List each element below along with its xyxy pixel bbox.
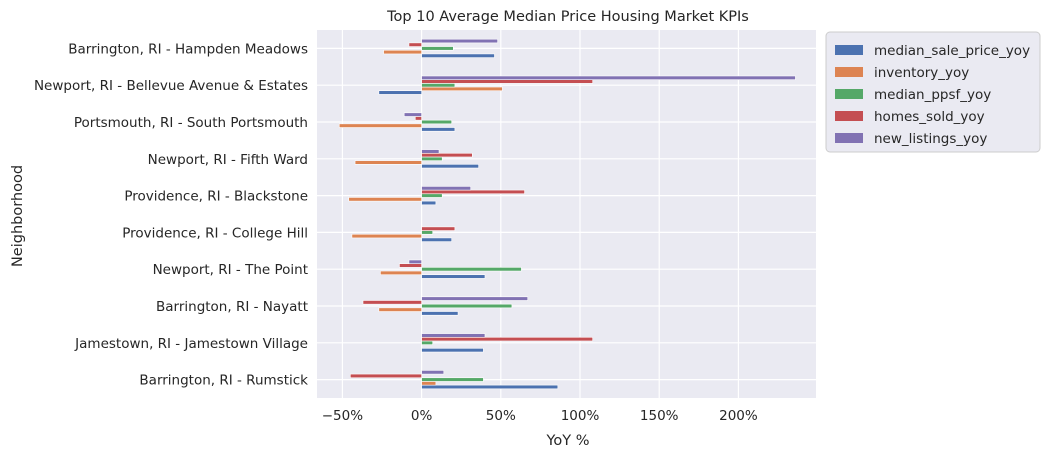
bar-median_ppsf_yoy <box>421 156 443 161</box>
bar-new_listings_yoy <box>421 333 486 338</box>
bar-homes_sold_yoy <box>350 373 422 379</box>
bar-median_ppsf_yoy <box>421 377 484 382</box>
bar-median_sale_price_yoy <box>421 164 479 169</box>
x-tick-label: 100% <box>561 408 600 424</box>
bar-homes_sold_yoy <box>421 336 593 342</box>
x-tick-label: −50% <box>322 408 363 424</box>
bar-homes_sold_yoy <box>399 263 422 268</box>
legend: median_sale_price_yoy inventory_yoymedian… <box>825 31 1041 153</box>
x-tick-label: 200% <box>719 408 758 424</box>
bar-homes_sold_yoy <box>362 300 422 305</box>
bar-median_sale_price_yoy <box>421 311 459 316</box>
bar-median_sale_price_yoy <box>421 200 437 206</box>
bar-new_listings_yoy <box>421 186 472 191</box>
bar-new_listings_yoy <box>421 370 445 375</box>
bars <box>338 38 796 390</box>
chart-title: Top 10 Average Median Price Housing Mark… <box>386 9 749 25</box>
bar-homes_sold_yoy <box>421 152 473 158</box>
bar-homes_sold_yoy <box>414 116 422 121</box>
legend-swatch <box>835 89 863 99</box>
bar-inventory_yoy <box>378 307 422 312</box>
bar-new_listings_yoy <box>408 259 422 264</box>
x-axis-label: YoY % <box>545 433 589 449</box>
legend-swatch <box>835 45 863 55</box>
bar-inventory_yoy <box>354 160 422 165</box>
bar-median_ppsf_yoy <box>421 46 454 51</box>
x-tick-label: 0% <box>411 408 433 424</box>
y-tick-label: Barrington, RI - Rumstick <box>139 373 308 389</box>
bar-inventory_yoy <box>348 197 422 202</box>
bar-median_ppsf_yoy <box>421 303 513 309</box>
y-tick-label: Portsmouth, RI - South Portsmouth <box>74 115 308 131</box>
y-tick-label: Barrington, RI - Hampden Meadows <box>68 41 308 57</box>
bar-median_sale_price_yoy <box>421 53 495 58</box>
bar-median_sale_price_yoy <box>421 127 456 132</box>
bar-median_ppsf_yoy <box>421 193 443 198</box>
bar-inventory_yoy <box>380 270 422 276</box>
bar-homes_sold_yoy <box>421 226 456 231</box>
bar-inventory_yoy <box>421 381 437 386</box>
y-tick-labels: Barrington, RI - Hampden Meadows Newport,… <box>34 41 308 388</box>
legend-swatch <box>835 67 863 77</box>
bar-new_listings_yoy <box>421 38 498 44</box>
legend-entry: median_ppsf_yoy <box>874 87 991 103</box>
bar-median_sale_price_yoy <box>421 384 559 390</box>
y-axis-label: Neighborhood <box>10 165 26 267</box>
legend-entry: new_listings_yoy <box>874 131 987 147</box>
bar-inventory_yoy <box>351 233 422 239</box>
y-tick-label: Jamestown, RI - Jamestown Village <box>74 336 308 352</box>
bar-median_sale_price_yoy <box>421 274 486 279</box>
bar-median_ppsf_yoy <box>421 119 453 125</box>
x-tick-labels: −50% 0% 50% 100% 150% 200% <box>322 408 758 424</box>
legend-frame <box>825 31 1041 153</box>
bar-homes_sold_yoy <box>421 189 525 195</box>
y-tick-label: Providence, RI - Blackstone <box>124 189 308 205</box>
legend-entry: median_sale_price_yoy <box>874 43 1030 59</box>
y-tick-label: Newport, RI - Fifth Ward <box>148 152 308 168</box>
y-gridlines <box>317 47 816 381</box>
bar-homes_sold_yoy <box>421 79 593 84</box>
y-tick-label: Barrington, RI - Nayatt <box>156 299 308 315</box>
bar-inventory_yoy <box>338 123 422 128</box>
bar-median_ppsf_yoy <box>421 340 433 345</box>
bar-new_listings_yoy <box>421 149 440 154</box>
y-tick-label: Newport, RI - Bellevue Avenue & Estates <box>34 78 308 94</box>
legend-swatch <box>835 111 863 121</box>
bar-new_listings_yoy <box>403 112 422 117</box>
x-tick-label: 150% <box>640 408 679 424</box>
bar-median_sale_price_yoy <box>421 237 453 242</box>
bar-inventory_yoy <box>383 49 422 55</box>
y-tick-label: Providence, RI - College Hill <box>122 225 308 241</box>
bar-median_ppsf_yoy <box>421 267 522 272</box>
legend-entry: homes_sold_yoy <box>874 109 985 125</box>
bar-median_ppsf_yoy <box>421 83 456 88</box>
legend-swatch <box>835 133 863 143</box>
bar-new_listings_yoy <box>421 75 796 80</box>
bar-new_listings_yoy <box>421 296 529 301</box>
bar-median_sale_price_yoy <box>378 90 422 95</box>
bar-median_ppsf_yoy <box>421 230 433 235</box>
bar-median_sale_price_yoy <box>421 348 484 353</box>
x-tick-label: 50% <box>486 408 516 424</box>
y-tick-label: Newport, RI - The Point <box>153 262 308 278</box>
bar-homes_sold_yoy <box>408 42 422 47</box>
legend-entry: inventory_yoy <box>874 65 969 81</box>
bar-inventory_yoy <box>421 86 503 92</box>
